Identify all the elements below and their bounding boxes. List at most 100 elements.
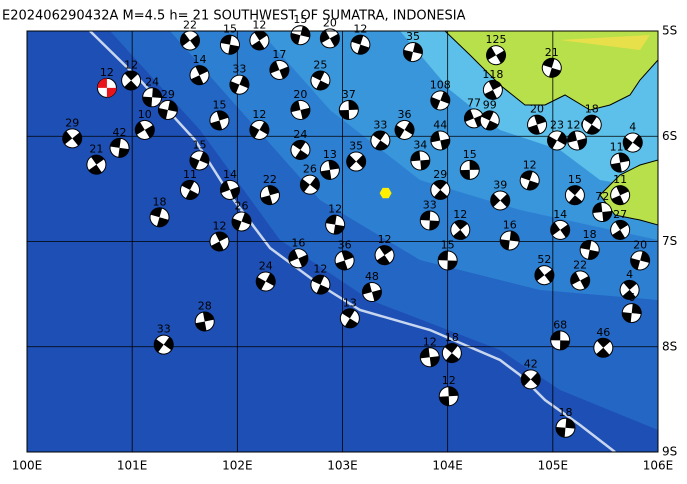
- depth-label: 20: [530, 103, 544, 116]
- beachball-lobe: [256, 273, 276, 290]
- beachball-lobe: [547, 132, 567, 149]
- depth-label: 37: [342, 88, 356, 101]
- depth-label: 12: [378, 233, 392, 246]
- beachball-lobe: [210, 232, 228, 251]
- depth-label: 18: [153, 195, 167, 208]
- depth-label: 21: [545, 46, 559, 59]
- beachball: [519, 170, 540, 191]
- beachball: [219, 34, 240, 55]
- beachball-lobe: [486, 46, 506, 64]
- beachball: [325, 214, 346, 235]
- beachball: [96, 77, 117, 98]
- depth-label: 33: [157, 323, 171, 336]
- beachball-lobe: [453, 220, 468, 240]
- beachball-lobe: [230, 75, 249, 94]
- beachball: [269, 59, 290, 80]
- beachball: [189, 65, 210, 86]
- depth-label: 20: [293, 88, 307, 101]
- depth-label: 15: [441, 238, 455, 251]
- beachball-lobe: [260, 185, 280, 205]
- beachball-lobe: [249, 121, 269, 139]
- x-tick-label: 102E: [222, 459, 253, 473]
- depth-label: 15: [192, 138, 206, 151]
- frame: [26, 30, 659, 453]
- beachball: [490, 190, 511, 211]
- beachball: [441, 343, 462, 364]
- trench: [89, 31, 616, 452]
- beachball: [62, 128, 83, 149]
- beachball: [550, 219, 571, 240]
- depth-label: 34: [413, 138, 427, 151]
- beachball: [479, 110, 500, 131]
- x-tick-label: 106E: [643, 459, 674, 473]
- beachball-lobe: [269, 61, 289, 79]
- beachball: [134, 119, 155, 140]
- beachball-lobe: [341, 308, 358, 328]
- depth-label: 12: [252, 18, 266, 31]
- beachball-lobe: [135, 121, 155, 139]
- depth-label: 42: [524, 357, 538, 370]
- beachball: [419, 210, 440, 231]
- depth-label: 14: [553, 208, 567, 221]
- depth-label: 23: [550, 118, 564, 131]
- depth-label: 15: [463, 148, 477, 161]
- depth-label: 13: [323, 148, 337, 161]
- beachball-lobe: [611, 185, 629, 205]
- beachball-lobe: [403, 42, 423, 62]
- beachball-lobe: [97, 78, 117, 98]
- beachball: [319, 159, 340, 180]
- beachball-lobe: [376, 245, 393, 265]
- beachball-lobe: [630, 251, 650, 270]
- beachball: [259, 185, 280, 206]
- beachball-lobe: [612, 220, 629, 240]
- beachball: [219, 179, 240, 200]
- beachball-lobe: [290, 100, 310, 120]
- beachball-lobe: [420, 210, 440, 230]
- depth-label: 20: [323, 16, 337, 29]
- depth-label: 4: [626, 268, 633, 281]
- beachball: [319, 28, 340, 49]
- depth-label: 12: [328, 203, 342, 216]
- beachball: [547, 130, 568, 151]
- depth-label: 12: [453, 208, 467, 221]
- depth-label: 28: [198, 299, 212, 312]
- beachball-lobe: [521, 372, 541, 387]
- depth-label: 6: [628, 291, 635, 304]
- beachball-lobe: [88, 155, 105, 175]
- beachball: [610, 152, 631, 173]
- depth-label: 125: [486, 33, 507, 46]
- beachball-lobe: [596, 338, 611, 358]
- beachball: [209, 110, 230, 131]
- beachball: [527, 114, 548, 135]
- beachball-lobe: [430, 131, 450, 150]
- depth-label: 15: [223, 23, 237, 36]
- depth-label: 118: [482, 68, 503, 81]
- beachball: [520, 369, 541, 390]
- depth-label: 36: [398, 108, 412, 121]
- depth-label: 14: [223, 168, 237, 181]
- depth-label: 29: [65, 116, 79, 129]
- beachball-lobe: [430, 91, 450, 110]
- beachball: [410, 150, 431, 171]
- epicenter: [379, 187, 392, 199]
- beachball-lobe: [311, 275, 330, 295]
- depth-label: 26: [235, 200, 249, 213]
- beachball-lobe: [232, 212, 252, 231]
- depth-label: 14: [192, 53, 206, 66]
- depth-label: 22: [183, 18, 197, 31]
- beachball: [438, 386, 459, 407]
- beachball: [430, 130, 451, 151]
- beachball-lobe: [124, 70, 139, 90]
- beachball: [555, 417, 576, 438]
- y-tick-label: 7S: [662, 234, 677, 248]
- beachball-lobe: [320, 160, 340, 180]
- depth-label: 25: [313, 58, 327, 71]
- beachball-lobe: [311, 70, 329, 90]
- beachball-lobe: [346, 154, 366, 169]
- depth-label: 39: [493, 178, 507, 191]
- beachball: [486, 45, 507, 66]
- beachball: [142, 87, 163, 108]
- beachball: [310, 274, 331, 295]
- y-tick-label: 5S: [662, 24, 677, 38]
